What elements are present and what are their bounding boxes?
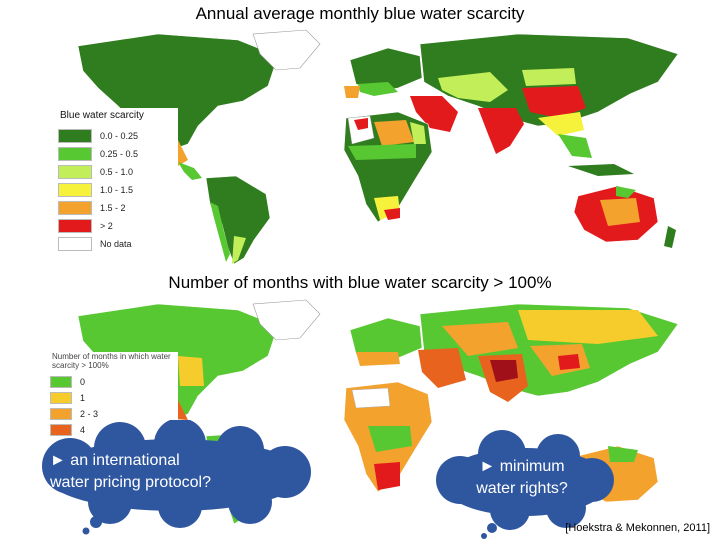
sahara-central: [374, 120, 414, 146]
mongolia: [522, 68, 576, 86]
legend-row: 1: [50, 390, 178, 406]
legend-label: 0.5 - 1.0: [100, 167, 134, 177]
legend-row: 4: [50, 422, 178, 438]
legend2-swatch: [50, 376, 72, 388]
southern-africa: [374, 462, 400, 490]
legend-row: 1.5 - 2: [58, 199, 178, 217]
central-america: [178, 162, 202, 180]
south-asia-core: [490, 360, 518, 382]
map1-legend-title: Blue water scarcity: [60, 110, 144, 121]
legend-row: 1.0 - 1.5: [58, 181, 178, 199]
map2-legend-title: Number of months in which water scarcity…: [52, 352, 171, 370]
andes-west: [210, 202, 230, 262]
legend-label: 4: [80, 425, 86, 435]
south-africa-red: [384, 208, 400, 220]
central-asia: [438, 72, 508, 102]
china-core: [558, 354, 580, 370]
map1-title: Annual average monthly blue water scarci…: [195, 4, 525, 23]
greenland: [252, 299, 321, 341]
australia-north: [608, 446, 638, 462]
legend-row: > 2: [58, 217, 178, 235]
left-thought-cloud: [42, 420, 311, 535]
indonesia: [568, 164, 634, 176]
map2-title: Number of months with blue water scarcit…: [168, 273, 552, 292]
legend-row: 2 - 3: [50, 406, 178, 422]
central-asia: [442, 322, 518, 356]
central-africa: [368, 426, 412, 452]
citation: [Hoekstra & Mekonnen, 2011]: [565, 522, 710, 534]
legend-swatch: [58, 237, 92, 251]
legend-swatch: [58, 183, 92, 197]
legend-row: 0.25 - 0.5: [58, 145, 178, 163]
legend-label: 1: [80, 393, 86, 403]
legend-swatch: [58, 219, 92, 233]
legend-swatch: [58, 147, 92, 161]
callout-line: water pricing protocol?: [50, 474, 211, 491]
middle-east: [418, 348, 466, 388]
legend-swatch: [58, 165, 92, 179]
legend-row: 0.0 - 0.25: [58, 127, 178, 145]
iberia: [344, 86, 360, 98]
legend-label: 0.25 - 0.5: [100, 149, 139, 159]
legend-label: 1.5 - 2: [100, 203, 126, 213]
legend-label: > 2: [100, 221, 113, 231]
legend2-swatch: [50, 408, 72, 420]
legend-label: 1.0 - 1.5: [100, 185, 134, 195]
legend-swatch: [58, 201, 92, 215]
right-callout-text: ► minimum water rights?: [452, 456, 592, 500]
southeast-asia: [558, 134, 592, 158]
legend-label: 2 - 3: [80, 409, 99, 419]
australia-north: [616, 186, 636, 198]
siberia: [518, 310, 658, 344]
north-africa-coast: [354, 118, 368, 130]
callout-line: an international: [70, 452, 180, 469]
legend2-swatch: [50, 424, 72, 436]
sahel: [348, 144, 416, 160]
left-callout-text: ► an international water pricing protoco…: [50, 450, 290, 494]
europe-south: [356, 352, 400, 366]
europe-south: [358, 82, 398, 96]
south-asia: [478, 108, 524, 154]
callout-line: water rights?: [476, 480, 568, 497]
callout-line: minimum: [499, 458, 565, 475]
legend-row: No data: [58, 235, 178, 253]
blue-water-scarcity-map: [77, 29, 679, 265]
middle-east: [410, 96, 458, 132]
legend-label: 0: [80, 377, 86, 387]
us-plains: [178, 356, 204, 386]
china-north: [522, 86, 586, 118]
legend2-swatch: [50, 392, 72, 404]
legend-swatch: [58, 129, 92, 143]
legend-label: No data: [100, 239, 132, 249]
south-america-south: [232, 236, 246, 264]
bullet-icon: ►: [50, 452, 66, 469]
legend-row: 0.5 - 1.0: [58, 163, 178, 181]
legend-label: 0.0 - 0.25: [100, 131, 139, 141]
greenland: [252, 29, 321, 71]
sahara: [351, 387, 391, 409]
new-zealand: [664, 226, 676, 248]
scarcity-months-map: [77, 299, 679, 525]
legend-row: 0: [50, 374, 178, 390]
australia-inland: [600, 198, 640, 226]
china-south: [538, 112, 584, 136]
map1-legend: Blue water scarcity 0.0 - 0.25 0.25 - 0.…: [58, 108, 178, 260]
bullet-icon: ►: [479, 458, 496, 475]
right-thought-cloud: [436, 430, 614, 539]
nile: [410, 122, 426, 144]
